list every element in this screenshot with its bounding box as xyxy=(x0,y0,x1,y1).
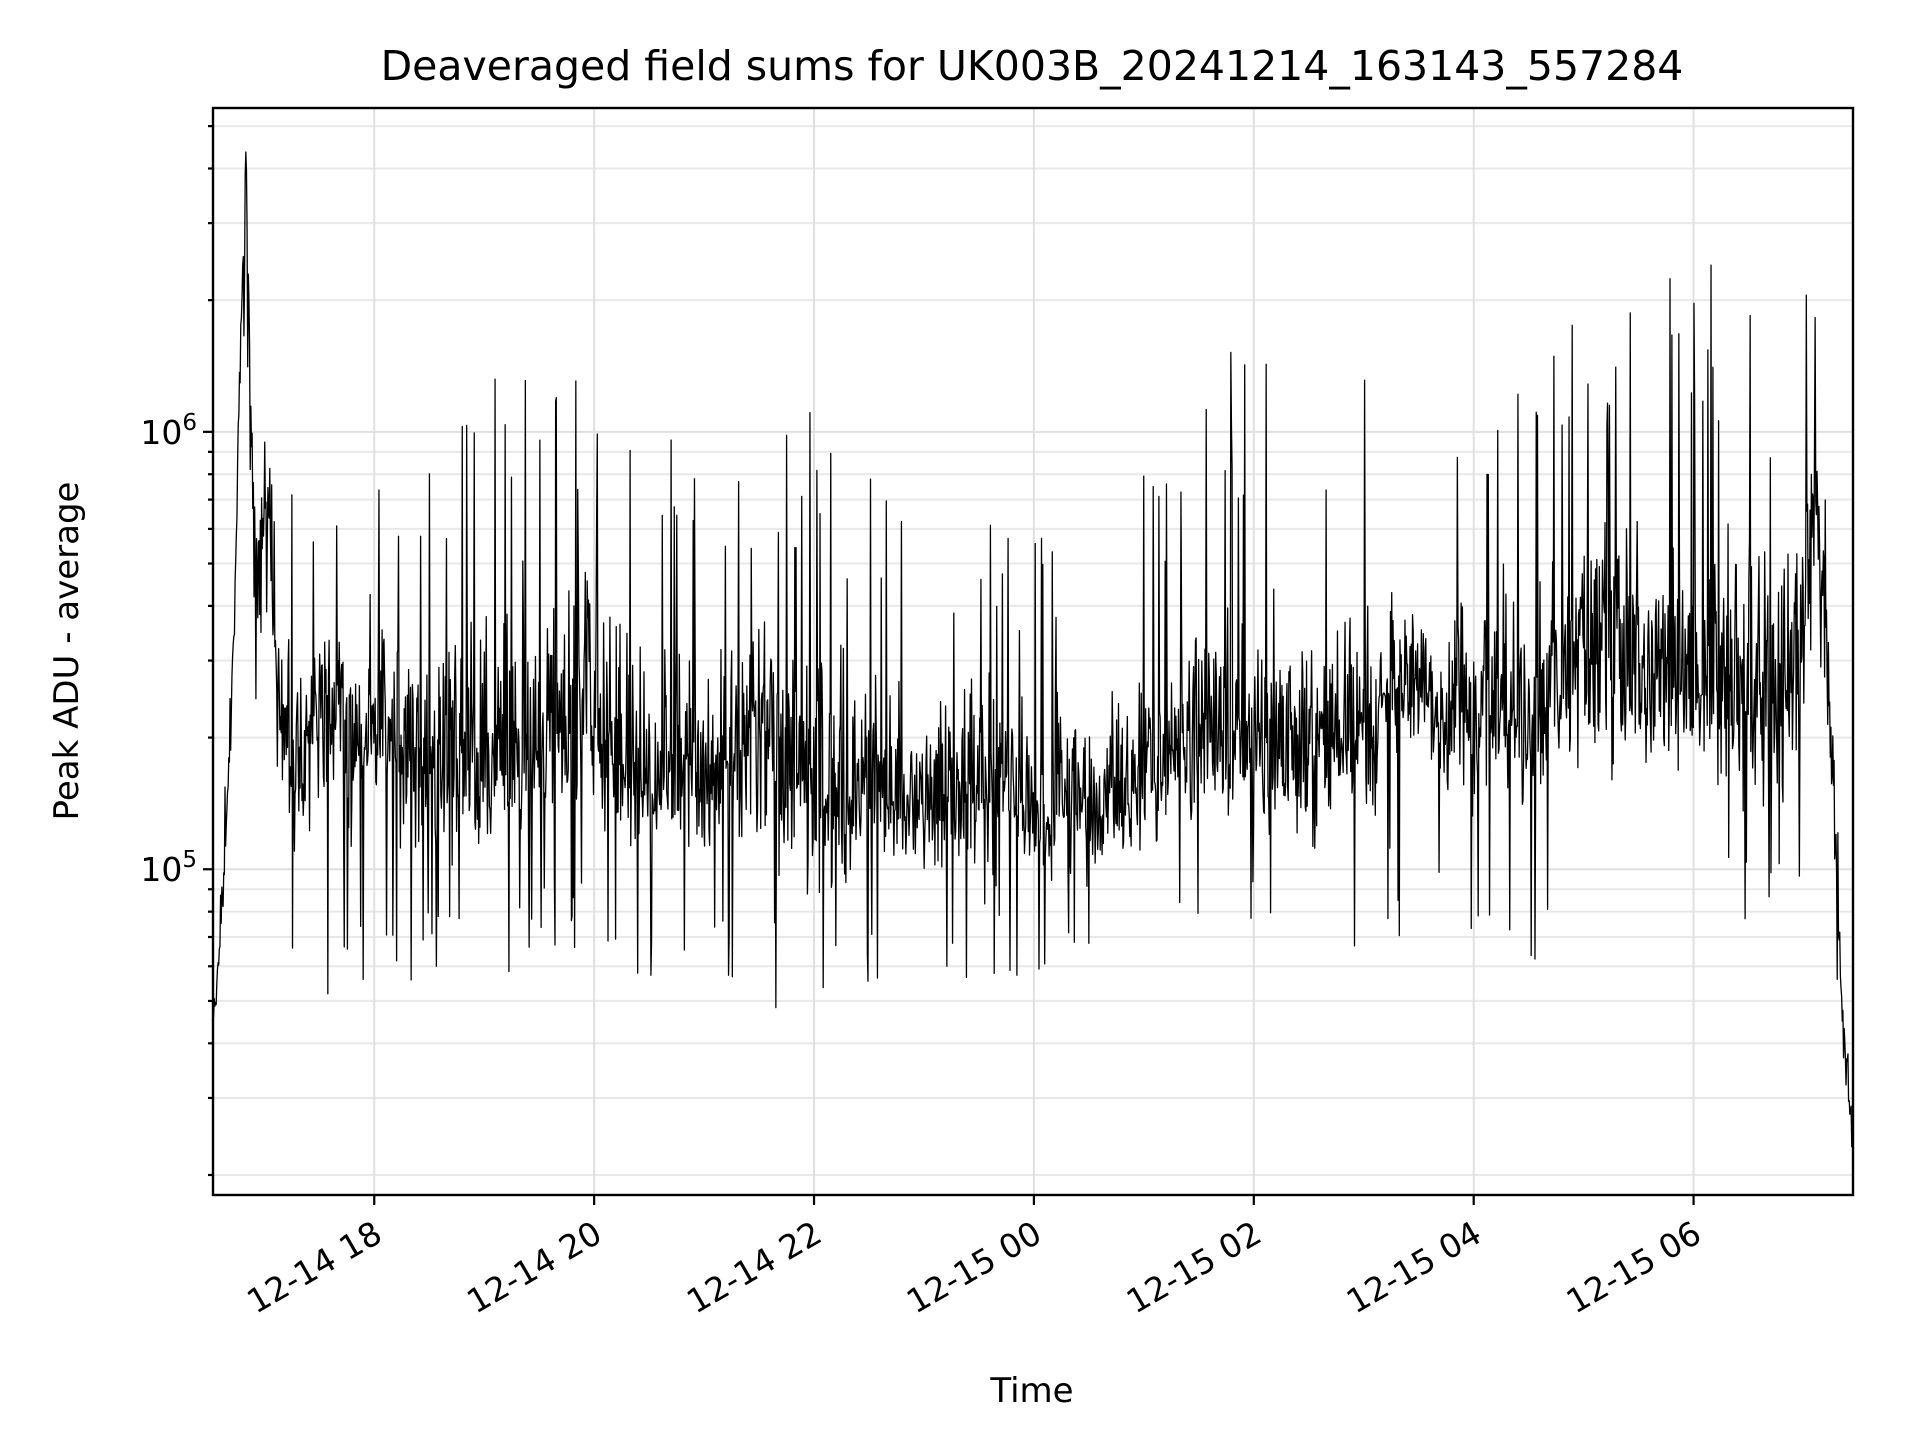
x-tick-label: 12-15 02 xyxy=(1120,1213,1268,1321)
y-tick-label: 105 xyxy=(140,847,197,889)
x-tick-label: 12-14 20 xyxy=(460,1213,608,1321)
x-tick-label: 12-15 00 xyxy=(900,1213,1048,1321)
chart-title: Deaveraged field sums for UK003B_2024121… xyxy=(381,42,1684,90)
x-tick-label: 12-15 06 xyxy=(1560,1213,1708,1321)
grid-lines xyxy=(213,108,1853,1195)
x-tick-label: 12-14 22 xyxy=(680,1213,828,1321)
y-axis-label: Peak ADU - average xyxy=(47,482,87,821)
x-tick-label: 12-15 04 xyxy=(1340,1213,1488,1321)
x-axis-ticks: 12-14 18 12-14 20 12-14 22 12-15 00 12-15 02… xyxy=(240,1195,1708,1321)
y-axis-ticks: 105 106 xyxy=(140,125,213,1177)
x-tick-label: 12-14 18 xyxy=(240,1213,388,1321)
series-layer xyxy=(212,151,1854,1159)
x-axis-label: Time xyxy=(989,1371,1073,1411)
y-tick-label: 106 xyxy=(140,410,197,452)
series-line xyxy=(212,151,1854,1159)
